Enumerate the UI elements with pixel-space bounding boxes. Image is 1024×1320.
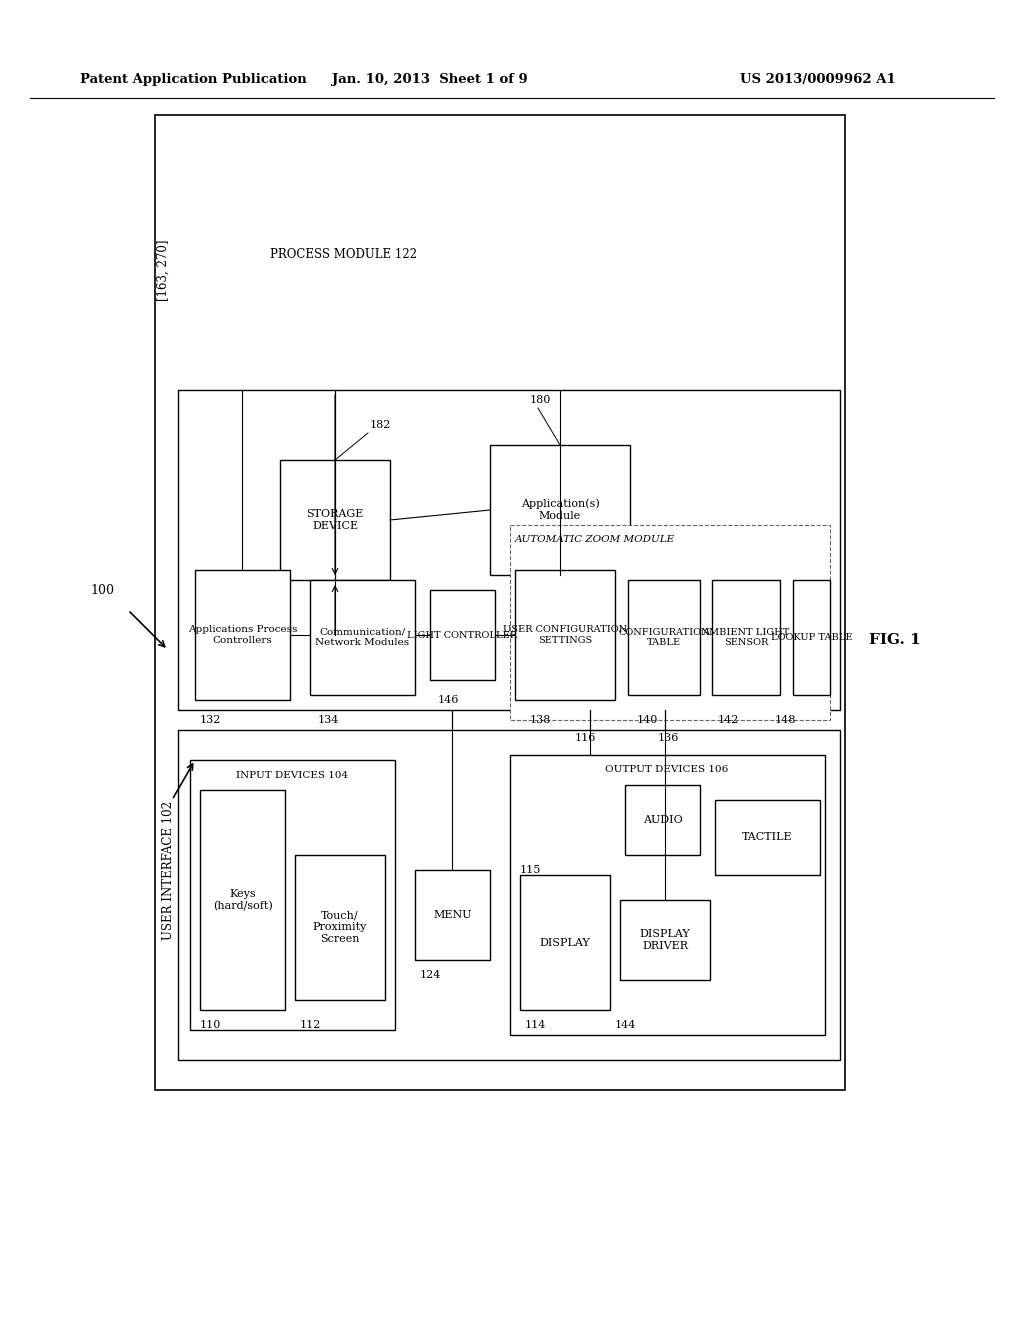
Bar (190, 760, 395, 1030)
Bar (430, 590, 495, 680)
Text: MENU: MENU (433, 909, 472, 920)
Text: Keys
(hard/soft): Keys (hard/soft) (213, 888, 272, 911)
Text: 146: 146 (438, 696, 460, 705)
Bar (195, 570, 290, 700)
Text: 144: 144 (615, 1020, 636, 1030)
Text: 182: 182 (370, 420, 391, 430)
Text: LIGHT CONTROLLER: LIGHT CONTROLLER (408, 631, 517, 639)
Text: 132: 132 (200, 715, 221, 725)
Text: LOOKUP TABLE: LOOKUP TABLE (771, 634, 852, 642)
Bar (200, 789, 285, 1010)
Bar (490, 445, 630, 576)
Text: AUTOMATIC ZOOM MODULE: AUTOMATIC ZOOM MODULE (515, 535, 675, 544)
Text: 148: 148 (775, 715, 797, 725)
Text: CONFIGURATION
TABLE: CONFIGURATION TABLE (618, 628, 710, 647)
Bar (280, 459, 390, 579)
Text: 140: 140 (637, 715, 658, 725)
Bar (625, 785, 700, 855)
Text: 114: 114 (525, 1020, 547, 1030)
Text: STORAGE
DEVICE: STORAGE DEVICE (306, 510, 364, 531)
Bar (510, 525, 830, 719)
Bar (712, 579, 780, 696)
Text: Patent Application Publication: Patent Application Publication (80, 74, 307, 87)
Text: INPUT DEVICES 104: INPUT DEVICES 104 (236, 771, 348, 780)
Text: [163, 270]: [163, 270] (157, 239, 170, 301)
Text: 180: 180 (530, 395, 551, 405)
Text: 138: 138 (530, 715, 551, 725)
Text: 112: 112 (300, 1020, 322, 1030)
Text: PROCESS MODULE 122: PROCESS MODULE 122 (270, 248, 417, 261)
Bar (510, 755, 825, 1035)
Bar (155, 115, 845, 1090)
Text: Application(s)
Module: Application(s) Module (520, 499, 599, 521)
Text: 134: 134 (318, 715, 339, 725)
Text: 116: 116 (575, 733, 596, 743)
Text: Communication/
Network Modules: Communication/ Network Modules (315, 628, 410, 647)
Text: US 2013/0009962 A1: US 2013/0009962 A1 (740, 74, 896, 87)
Text: 110: 110 (200, 1020, 221, 1030)
Bar (628, 579, 700, 696)
Bar (620, 900, 710, 979)
Text: OUTPUT DEVICES 106: OUTPUT DEVICES 106 (605, 766, 729, 775)
Bar (715, 800, 820, 875)
Text: AUDIO: AUDIO (643, 814, 682, 825)
Bar (520, 875, 610, 1010)
Text: DISPLAY: DISPLAY (540, 937, 591, 948)
Bar (515, 570, 615, 700)
Text: USER INTERFACE 102: USER INTERFACE 102 (162, 800, 174, 940)
Bar (178, 730, 840, 1060)
Bar (310, 579, 415, 696)
Text: 124: 124 (420, 970, 441, 979)
Bar (793, 579, 830, 696)
Text: FIG. 1: FIG. 1 (869, 634, 921, 647)
Text: USER CONFIGURATION
SETTINGS: USER CONFIGURATION SETTINGS (503, 626, 627, 644)
Bar (415, 870, 490, 960)
Text: 142: 142 (718, 715, 739, 725)
Text: DISPLAY
DRIVER: DISPLAY DRIVER (640, 929, 690, 950)
Text: Applications Process
Controllers: Applications Process Controllers (187, 626, 297, 644)
Text: TACTILE: TACTILE (742, 833, 793, 842)
Bar (295, 855, 385, 1001)
Text: AMBIENT LIGHT
SENSOR: AMBIENT LIGHT SENSOR (702, 628, 790, 647)
Text: 100: 100 (90, 583, 114, 597)
Text: 115: 115 (520, 865, 542, 875)
Text: Touch/
Proximity
Screen: Touch/ Proximity Screen (312, 911, 368, 944)
Bar (178, 389, 840, 710)
Text: Jan. 10, 2013  Sheet 1 of 9: Jan. 10, 2013 Sheet 1 of 9 (332, 74, 528, 87)
Text: 136: 136 (658, 733, 679, 743)
